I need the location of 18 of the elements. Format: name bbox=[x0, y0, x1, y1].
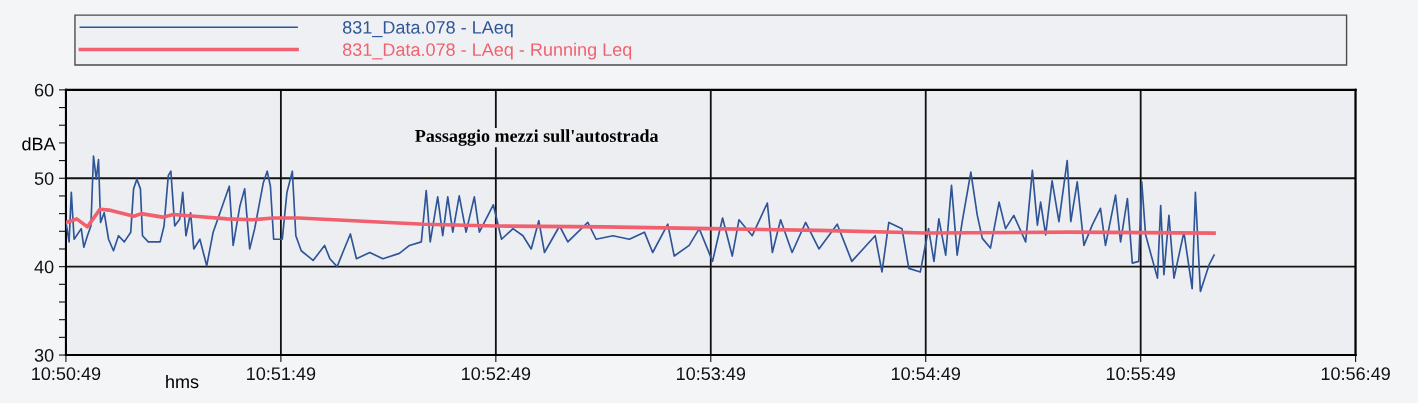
text: 831_Data.078 - LAeq - Running Leq bbox=[342, 42, 632, 60]
y-tick-label: 50 bbox=[34, 172, 54, 185]
x-tick-label: 10:50:49 bbox=[32, 367, 101, 381]
x-tick-label: 10:51:49 bbox=[247, 367, 316, 381]
y-axis-title: dBA bbox=[22, 137, 56, 151]
x-tick-label: 10:54:49 bbox=[891, 367, 961, 381]
x-tick-label: 10:56:49 bbox=[1321, 367, 1390, 381]
y-tick-label: 40 bbox=[34, 260, 54, 274]
text: 831_Data.078 - LAeq bbox=[342, 20, 513, 38]
annotation: Passaggio mezzi sull'autostrada bbox=[415, 129, 659, 146]
line-series bbox=[65, 207, 1216, 235]
x-tick-label: 10:53:49 bbox=[677, 367, 746, 381]
line-series bbox=[65, 155, 1215, 293]
y-tick-label: 60 bbox=[34, 83, 54, 97]
x-tick-label: 10:55:49 bbox=[1106, 367, 1175, 381]
x-tick-label: 10:52:49 bbox=[462, 367, 531, 381]
x-axis-title: hms bbox=[166, 374, 199, 389]
y-tick-label: 30 bbox=[34, 348, 54, 362]
